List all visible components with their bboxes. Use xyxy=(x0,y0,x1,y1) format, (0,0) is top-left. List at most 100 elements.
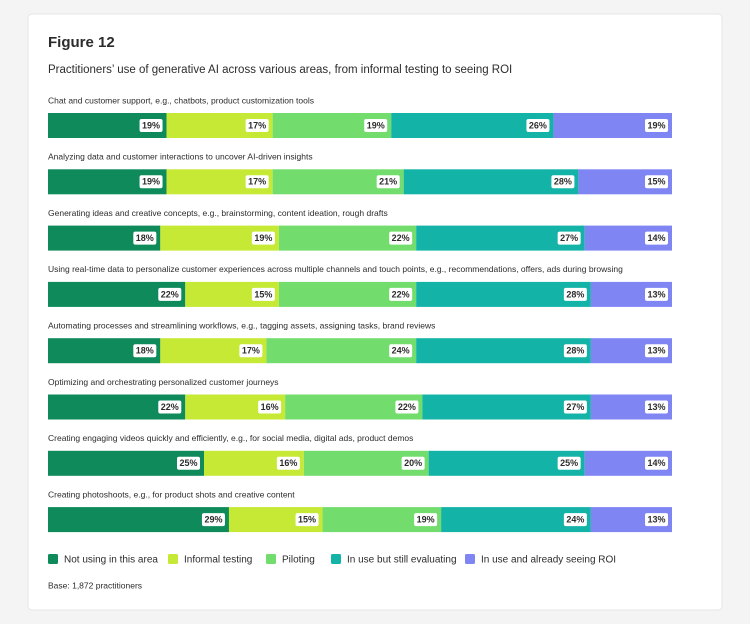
label-bg xyxy=(645,231,668,245)
data-label: 28% xyxy=(566,346,584,356)
data-label: 28% xyxy=(566,289,584,299)
bar-segment xyxy=(416,225,585,251)
label-bg xyxy=(563,287,587,301)
label-bg xyxy=(201,513,225,527)
data-label: 19% xyxy=(647,120,665,130)
legend-label: Piloting xyxy=(282,555,315,566)
legend-label: Informal testing xyxy=(184,555,252,566)
data-label: 22% xyxy=(161,289,179,299)
bar-segment xyxy=(416,338,591,364)
data-label: 22% xyxy=(398,402,416,412)
label-bg xyxy=(551,175,575,189)
label-bg xyxy=(295,513,319,527)
label-bg xyxy=(389,287,413,301)
legend-label: Not using in this area xyxy=(64,555,158,566)
data-label: 18% xyxy=(136,233,154,243)
data-label: 15% xyxy=(298,514,316,524)
bar-segment xyxy=(422,394,591,420)
data-label: 13% xyxy=(647,402,665,412)
category-label: Analyzing data and customer interactions… xyxy=(48,152,313,162)
bar-segment xyxy=(391,113,554,138)
label-bg xyxy=(245,119,269,132)
label-bg xyxy=(645,400,668,414)
label-bg xyxy=(395,400,419,414)
note: Base: 1,872 practitioners xyxy=(48,580,142,590)
label-bg xyxy=(557,231,581,245)
label-bg xyxy=(251,287,275,301)
label-bg xyxy=(563,400,587,414)
data-label: 13% xyxy=(647,346,665,356)
label-bg xyxy=(133,231,157,245)
label-bg xyxy=(563,344,587,358)
category-label: Creating engaging videos quickly and eff… xyxy=(48,433,413,443)
label-bg xyxy=(645,287,668,301)
data-label: 28% xyxy=(554,177,572,187)
data-label: 24% xyxy=(392,346,410,356)
label-bg xyxy=(158,287,182,301)
data-label: 17% xyxy=(248,120,266,130)
label-bg xyxy=(563,513,587,527)
data-label: 19% xyxy=(367,120,385,130)
label-bg xyxy=(276,456,300,470)
data-label: 29% xyxy=(204,514,222,524)
chart-subtitle: Practitioners’ use of generative AI acro… xyxy=(48,64,512,76)
legend-swatch xyxy=(168,554,178,564)
data-label: 18% xyxy=(136,346,154,356)
bar-segment xyxy=(403,169,579,195)
data-label: 19% xyxy=(142,177,160,187)
data-label: 16% xyxy=(279,458,297,468)
data-label: 19% xyxy=(142,120,160,130)
category-label: Optimizing and orchestrating personalize… xyxy=(48,377,279,387)
data-label: 13% xyxy=(647,289,665,299)
category-label: Creating photoshoots, e.g., for product … xyxy=(48,489,295,499)
data-label: 27% xyxy=(560,233,578,243)
label-bg xyxy=(251,231,275,245)
label-bg xyxy=(645,175,668,189)
bar-segment xyxy=(48,507,229,533)
label-bg xyxy=(401,456,425,470)
legend-label: In use but still evaluating xyxy=(347,555,457,566)
legend-swatch xyxy=(465,554,475,564)
label-bg xyxy=(557,456,581,470)
data-label: 14% xyxy=(647,233,665,243)
label-bg xyxy=(245,175,269,189)
data-label: 27% xyxy=(566,402,584,412)
data-label: 17% xyxy=(248,177,266,187)
data-label: 25% xyxy=(560,458,578,468)
data-label: 24% xyxy=(566,514,584,524)
label-bg xyxy=(645,456,668,470)
data-label: 26% xyxy=(529,120,547,130)
label-bg xyxy=(239,344,263,358)
label-bg xyxy=(414,513,438,527)
label-bg xyxy=(158,400,182,414)
category-label: Chat and customer support, e.g., chatbot… xyxy=(48,95,314,105)
data-label: 15% xyxy=(647,177,665,187)
data-label: 22% xyxy=(392,289,410,299)
label-bg xyxy=(133,344,157,358)
label-bg xyxy=(139,119,163,132)
legend-swatch xyxy=(48,554,58,564)
legend-label: In use and already seeing ROI xyxy=(481,555,616,566)
data-label: 22% xyxy=(161,402,179,412)
data-label: 19% xyxy=(254,233,272,243)
category-label: Automating processes and streamlining wo… xyxy=(48,320,435,330)
legend-swatch xyxy=(266,554,276,564)
label-bg xyxy=(645,513,668,527)
data-label: 16% xyxy=(261,402,279,412)
data-label: 21% xyxy=(379,177,397,187)
bar-segment xyxy=(416,281,591,307)
label-bg xyxy=(258,400,282,414)
label-bg xyxy=(364,119,388,132)
category-label: Generating ideas and creative concepts, … xyxy=(48,208,388,218)
data-label: 19% xyxy=(417,514,435,524)
label-bg xyxy=(177,456,200,470)
data-label: 14% xyxy=(647,458,665,468)
data-label: 20% xyxy=(404,458,422,468)
data-label: 22% xyxy=(392,233,410,243)
data-label: 15% xyxy=(254,289,272,299)
data-label: 17% xyxy=(242,346,260,356)
chart-title: Figure 12 xyxy=(48,34,115,51)
label-bg xyxy=(389,344,413,358)
label-bg xyxy=(645,119,668,132)
